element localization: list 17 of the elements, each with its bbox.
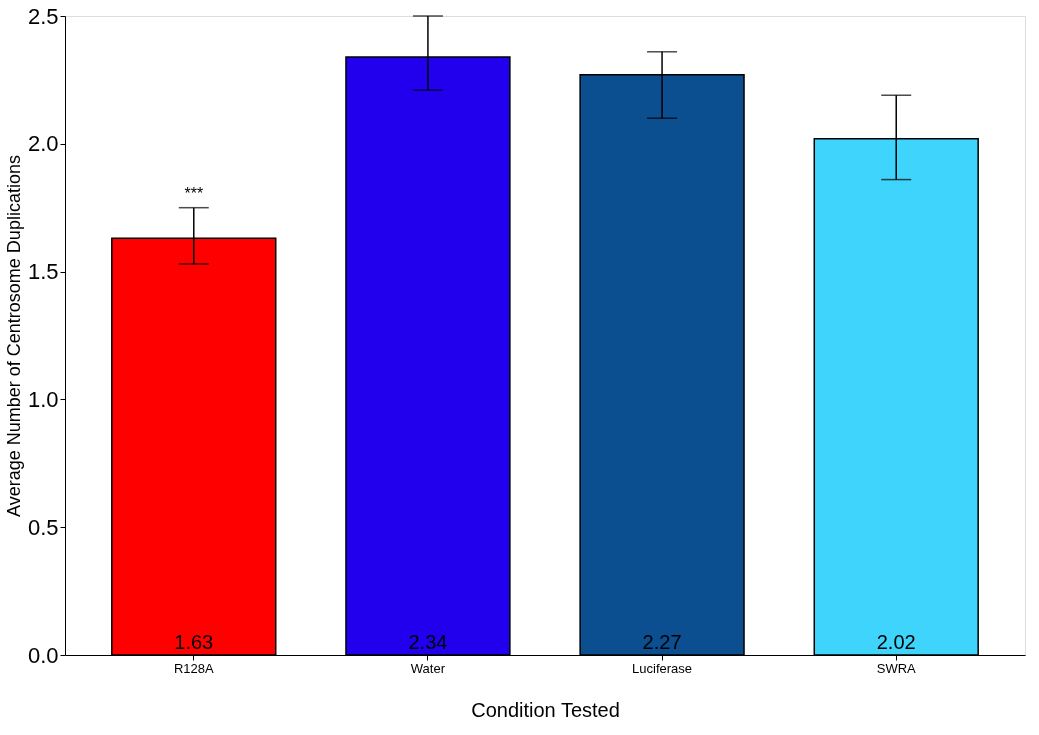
x-tick-label: Luciferase	[632, 660, 693, 676]
y-tick-label: 0.0	[27, 642, 59, 668]
y-tick-label: 0.5	[27, 514, 59, 540]
y-tick-label: 1.0	[27, 386, 59, 412]
data-label: 1.63	[174, 631, 214, 653]
x-tick-label: SWRA	[876, 660, 917, 676]
x-axis-title: Condition Tested	[471, 698, 620, 721]
y-tick-label: 2.0	[27, 131, 59, 157]
y-tick-label: 2.5	[27, 3, 59, 29]
x-tick-label: R128A	[173, 660, 214, 676]
x-tick-label: Water	[410, 660, 446, 676]
data-label: 2.34	[408, 631, 448, 653]
annotation: ***	[184, 184, 204, 202]
y-axis-title: Average Number of Centrosome Duplications	[3, 155, 24, 517]
data-label: 2.27	[642, 631, 682, 653]
data-label: 2.02	[876, 631, 916, 653]
y-tick-label: 1.5	[27, 259, 59, 285]
